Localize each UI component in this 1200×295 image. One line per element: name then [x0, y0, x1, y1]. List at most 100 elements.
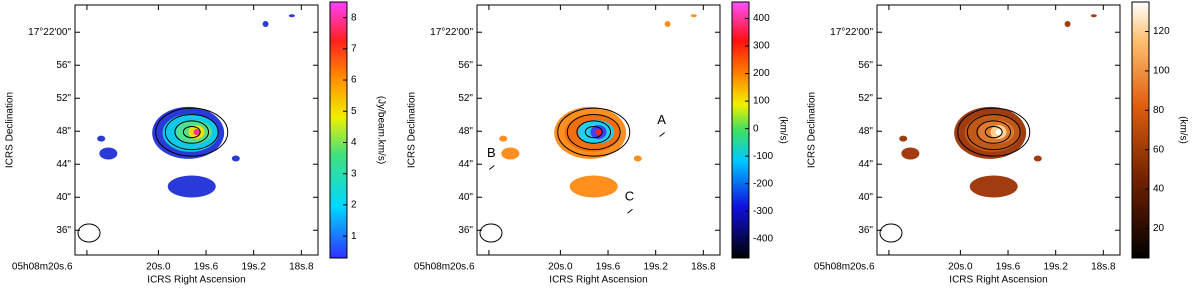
emission: [899, 135, 908, 142]
y-tick-label: 40": [458, 192, 473, 203]
panel: 05h08m20s.6 20s.0 19s.6 19s.2 18s.8 17°22'00"…: [407, 1, 788, 286]
x-tick-label: 18s.8: [691, 262, 716, 273]
y-tick-label: 44": [56, 159, 71, 170]
colorbar-tick-label: 200: [753, 68, 770, 79]
contour: [155, 107, 229, 157]
x-tick-label: 20s.0: [548, 262, 573, 273]
contour: [182, 125, 201, 139]
x-tick-label: 19s.2: [1043, 262, 1068, 273]
beam: [879, 223, 903, 243]
x-tick-label: 05h08m20s.6: [414, 262, 475, 273]
contour: [576, 120, 612, 144]
y-tick-label: 36": [858, 225, 873, 236]
colorbar-tick-label: 60: [1153, 144, 1165, 155]
emission: [99, 147, 118, 160]
emission: [501, 147, 520, 160]
x-tick-label: 19s.6: [996, 262, 1021, 273]
annotation: C: [625, 189, 634, 204]
colorbar-tick-label: 120: [1153, 26, 1170, 37]
emission: [569, 175, 618, 198]
colorbar-tick-label: 2: [351, 200, 357, 211]
x-tick-label: 18s.8: [1091, 262, 1116, 273]
beam: [479, 223, 503, 243]
y-tick-label: 52": [56, 93, 71, 104]
x-tick-label: 19s.6: [596, 262, 621, 273]
emission: [664, 20, 671, 27]
colorbar-tick-label: 3: [351, 168, 357, 179]
colorbar-tick-label: 4: [351, 137, 357, 148]
colorbar-tick-label: 80: [1153, 105, 1165, 116]
emission: [1064, 20, 1071, 27]
emission: [167, 175, 216, 198]
panel: 05h08m20s.6 20s.0 19s.6 19s.2 18s.8 17°22'00"…: [5, 1, 386, 286]
colorbar: [1131, 1, 1150, 259]
emission: [969, 175, 1018, 198]
colorbar-tick-label: 20: [1153, 223, 1165, 234]
contour: [557, 107, 631, 157]
x-tick-label: 05h08m20s.6: [12, 262, 73, 273]
emission: [231, 155, 240, 162]
y-tick-label: 48": [458, 126, 473, 137]
x-tick-label: 19s.6: [194, 262, 219, 273]
colorbar-tick-label: -300: [753, 206, 773, 217]
contour: [164, 113, 219, 151]
colorbar-tick-label: 7: [351, 43, 357, 54]
y-axis-label: ICRS Declination: [5, 92, 16, 168]
colorbar: [731, 1, 750, 259]
colorbar: [329, 1, 348, 259]
x-axis-label: ICRS Right Ascension: [949, 275, 1047, 286]
x-tick-label: 20s.0: [948, 262, 973, 273]
emission: [262, 20, 269, 27]
y-tick-label: 52": [458, 93, 473, 104]
colorbar-tick-label: -200: [753, 178, 773, 189]
colorbar-tick-label: 40: [1153, 184, 1165, 195]
colorbar-tick-label: 400: [753, 13, 770, 24]
y-tick-label: 48": [858, 126, 873, 137]
y-tick-label: 44": [458, 159, 473, 170]
colorbar-tick-label: 5: [351, 106, 357, 117]
y-tick-label: 52": [858, 93, 873, 104]
annotation-arrow: [627, 208, 633, 214]
beam: [77, 223, 101, 243]
contour: [584, 125, 603, 139]
colorbar-tick-label: 6: [351, 75, 357, 86]
x-tick-label: 05h08m20s.6: [814, 262, 875, 273]
emission: [1090, 14, 1097, 18]
colorbar-tick-label: 1: [351, 231, 357, 242]
y-tick-label: 17°22'00": [28, 27, 71, 38]
y-tick-label: 48": [56, 126, 71, 137]
emission: [1033, 155, 1042, 162]
y-axis-label: ICRS Declination: [407, 92, 418, 168]
x-tick-label: 18s.8: [289, 262, 314, 273]
y-tick-label: 56": [56, 60, 71, 71]
axes-frame: [476, 4, 721, 256]
emission: [193, 129, 200, 136]
y-tick-label: 56": [858, 60, 873, 71]
y-tick-label: 40": [858, 192, 873, 203]
contour: [984, 125, 1003, 139]
colorbar-tick-label: -400: [753, 233, 773, 244]
contour: [966, 113, 1021, 151]
emission: [901, 147, 920, 160]
annotation-arrow: [659, 132, 665, 137]
colorbar-tick-label: 0: [753, 123, 759, 134]
colorbar-tick-label: 8: [351, 12, 357, 23]
annotation: A: [657, 112, 666, 127]
y-tick-label: 36": [458, 225, 473, 236]
colorbar-label: (Jy/beam.km/s): [375, 96, 386, 164]
colorbar-label: (km/s): [1177, 116, 1188, 144]
emission: [690, 14, 697, 18]
axes-frame: [876, 4, 1121, 256]
emission: [595, 129, 602, 136]
contour: [976, 120, 1012, 144]
annotation: B: [487, 145, 496, 160]
colorbar-tick-label: 100: [753, 96, 770, 107]
emission: [97, 135, 106, 142]
colorbar-label: (km/s): [777, 116, 788, 144]
panel: 05h08m20s.6 20s.0 19s.6 19s.2 18s.8 17°22'00"…: [807, 1, 1188, 286]
y-tick-label: 17°22'00": [430, 27, 473, 38]
annotation-arrow: [488, 165, 495, 170]
x-tick-label: 19s.2: [643, 262, 668, 273]
